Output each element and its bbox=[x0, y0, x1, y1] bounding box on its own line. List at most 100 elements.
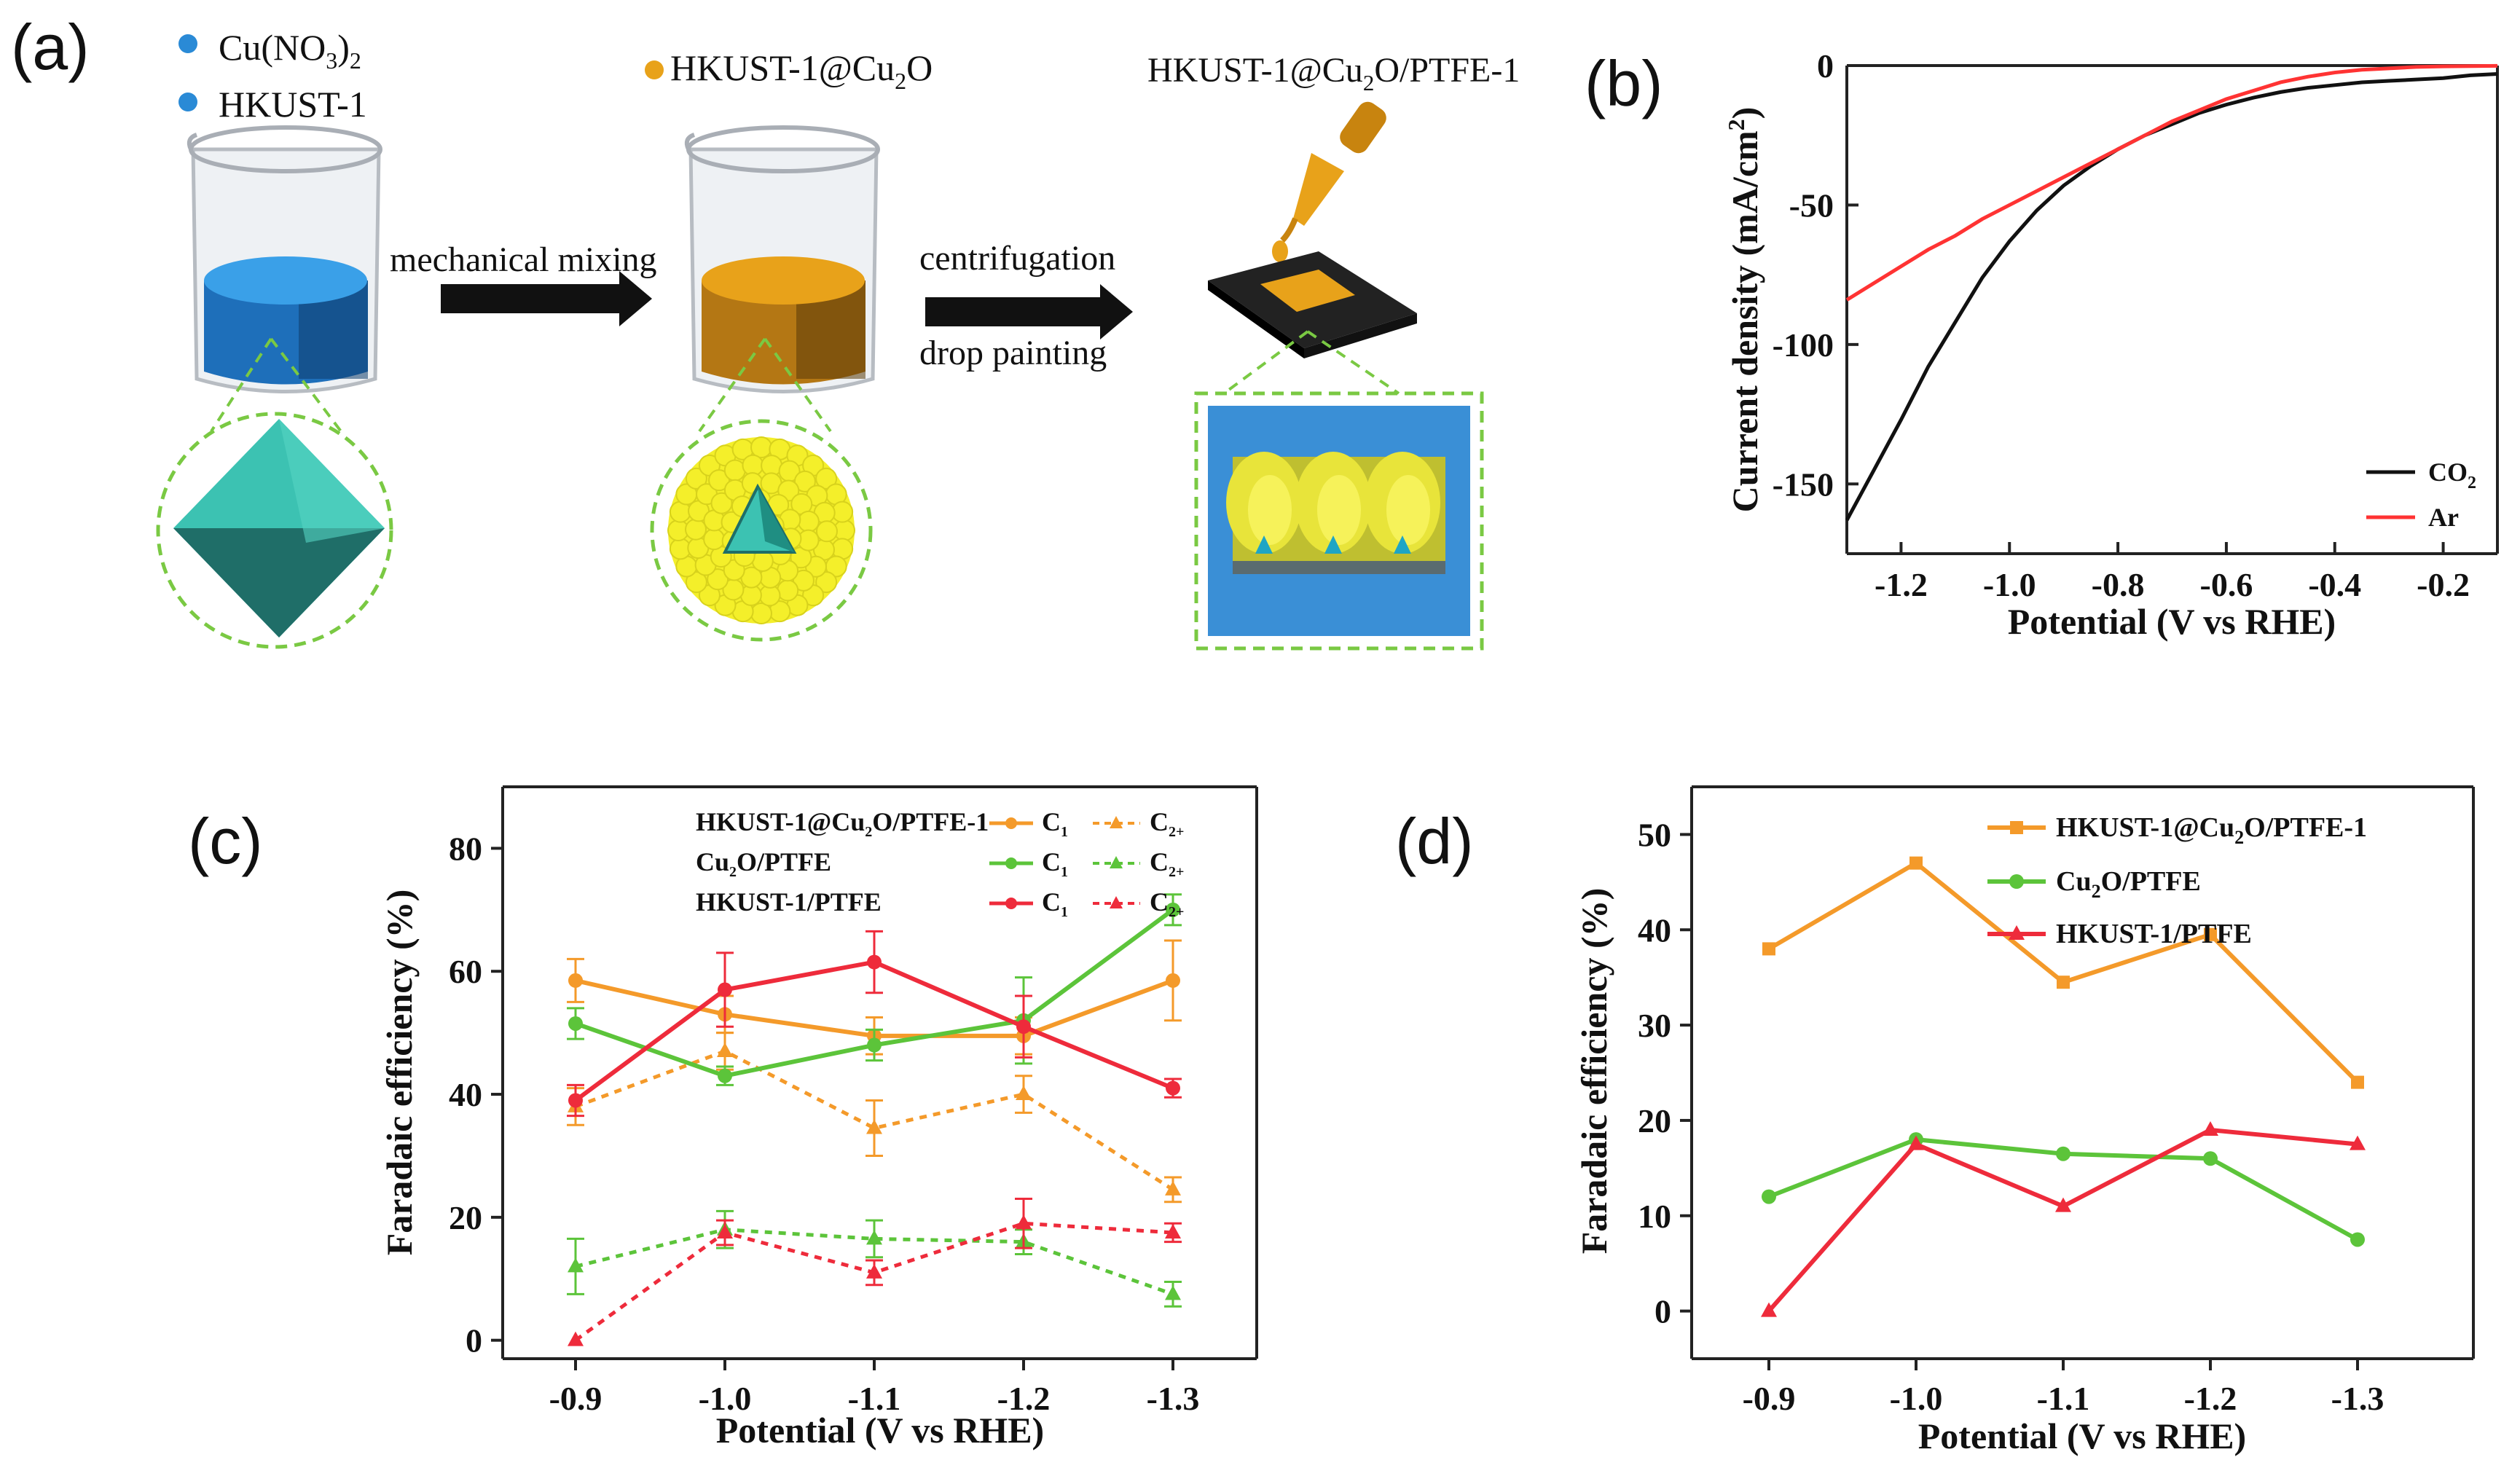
panel-d-label: (d) bbox=[1395, 805, 1474, 877]
panel-c-label: (c) bbox=[188, 805, 263, 877]
c-point bbox=[866, 1263, 882, 1279]
c-ytick-label: 80 bbox=[449, 830, 482, 867]
d-ytick-label: 0 bbox=[1655, 1293, 1671, 1330]
d-point bbox=[2351, 1075, 2364, 1089]
b-ytick-label: -150 bbox=[1773, 466, 1834, 503]
zoom-line-2b bbox=[764, 337, 832, 433]
d-legend-marker bbox=[2010, 821, 2023, 834]
d-ytick-label: 30 bbox=[1638, 1007, 1671, 1044]
zoom-box-3 bbox=[1194, 391, 1484, 651]
c-xtick-label: -0.9 bbox=[549, 1380, 602, 1417]
shell-bead bbox=[750, 602, 772, 624]
panel-b-label: (b) bbox=[1585, 47, 1663, 119]
b-xlabel: Potential (V vs RHE) bbox=[2008, 601, 2336, 642]
c-ytick-label: 0 bbox=[466, 1322, 482, 1359]
d-xtick-label: -1.2 bbox=[2184, 1380, 2237, 1417]
octahedron-crystal-icon bbox=[173, 419, 385, 637]
c-point bbox=[1166, 973, 1180, 988]
c-point bbox=[867, 1037, 882, 1053]
c-legend-c2-1: C2+ bbox=[1150, 807, 1184, 840]
c-point bbox=[1166, 1080, 1180, 1096]
shell-bead bbox=[777, 579, 799, 602]
substrate-strip bbox=[1233, 561, 1445, 574]
b-xtick-label: -1.2 bbox=[1875, 566, 1928, 603]
d-ylabel: Faradaic efficiency (%) bbox=[1574, 888, 1614, 1255]
b-ytick-label: -100 bbox=[1773, 326, 1834, 364]
b-ylabel: Current density (mA/cm2) bbox=[1723, 107, 1765, 513]
shell-bead bbox=[797, 510, 820, 533]
c-legend-marker-c2 bbox=[1110, 896, 1123, 908]
d-ytick-label: 10 bbox=[1638, 1198, 1671, 1235]
b-legend-co2-label: CO2 bbox=[2428, 458, 2476, 492]
c-point bbox=[867, 954, 882, 970]
d-point bbox=[1762, 942, 1775, 956]
c-point bbox=[568, 1331, 584, 1346]
d-point bbox=[1761, 1302, 1777, 1317]
c-legend-c1-3: C1 bbox=[1042, 887, 1068, 920]
c-point bbox=[1165, 1180, 1181, 1196]
d-point bbox=[2057, 976, 2070, 989]
b-ytick-label: -50 bbox=[1789, 187, 1834, 224]
catalyst-cluster-highlight bbox=[1248, 475, 1292, 545]
step-drop-painting-label: drop painting bbox=[919, 334, 1107, 372]
c-ytick-label: 20 bbox=[449, 1199, 482, 1236]
c-legend-c1-2: C1 bbox=[1042, 847, 1068, 880]
panel-c-chart: (c) -0.9 -1.0 -1.1 -1.2 -1.3 0 20 40 60 80 Potent… bbox=[188, 785, 1258, 1451]
shell-bead bbox=[685, 518, 707, 541]
c-point bbox=[568, 1257, 584, 1273]
cu-nitrate-dot-icon bbox=[178, 34, 197, 53]
panel-d-chart: (d) -0.9 -1.0 -1.1 -1.2 -1.3 0 10 20 30 40 50 Pote… bbox=[1395, 785, 2475, 1456]
hkust-dot-icon bbox=[178, 93, 197, 111]
shell-bead bbox=[792, 569, 815, 592]
d-legend-label-1: HKUST-1@Cu2O/PTFE-1 bbox=[2056, 812, 2367, 848]
catalyst-core bbox=[1394, 535, 1411, 554]
c-point bbox=[1166, 902, 1180, 917]
d-point bbox=[1908, 1135, 1924, 1150]
d-ytick-label: 20 bbox=[1638, 1102, 1671, 1139]
c-legend-c2-3: C2+ bbox=[1150, 887, 1184, 920]
b-xtick-label: -1.0 bbox=[1983, 566, 2036, 603]
b-xtick-label: -0.2 bbox=[2417, 566, 2470, 603]
c-legend-marker-c1 bbox=[1005, 817, 1017, 829]
d-ytick-label: 40 bbox=[1638, 911, 1671, 949]
c-point bbox=[568, 973, 583, 988]
composite-dot-icon bbox=[645, 60, 664, 79]
beaker-1-icon bbox=[187, 125, 382, 393]
catalyst-core bbox=[1324, 535, 1342, 554]
c-legend-marker-c1 bbox=[1005, 857, 1017, 869]
d-legend-marker bbox=[2009, 925, 2025, 940]
catalyst-layer-micrograph-icon bbox=[1208, 406, 1470, 636]
shell-bead bbox=[708, 469, 731, 492]
d-legend-marker bbox=[2009, 874, 2024, 889]
b-series-co2-line bbox=[1845, 71, 2498, 522]
shell-bead bbox=[815, 467, 838, 490]
d-point bbox=[2350, 1135, 2366, 1150]
c-point bbox=[717, 1042, 733, 1057]
core-shell-particle-icon bbox=[667, 436, 855, 624]
d-ytick-label: 50 bbox=[1638, 816, 1671, 853]
zoom-line-3b bbox=[1306, 330, 1400, 395]
panel-a-schematic: (a) Cu(NO3)2 HKUST-1 mechanical mixing bbox=[11, 11, 1520, 651]
c-xtick-label: -1.1 bbox=[848, 1380, 901, 1417]
c-point bbox=[718, 982, 732, 997]
electrode-label: HKUST-1@Cu2O/PTFE-1 bbox=[1147, 51, 1520, 95]
c-point bbox=[866, 1119, 882, 1134]
c-xlabel: Potential (V vs RHE) bbox=[716, 1410, 1044, 1451]
shell-bead bbox=[815, 571, 838, 594]
b-ytick-label: 0 bbox=[1817, 47, 1834, 85]
reagent-cu-nitrate-label: Cu(NO3)2 bbox=[219, 27, 361, 74]
c-point bbox=[1016, 1214, 1032, 1230]
c-point bbox=[717, 1223, 733, 1238]
d-legend-label-2: Cu2O/PTFE bbox=[2056, 866, 2201, 902]
shell-bead bbox=[751, 549, 774, 572]
c-ytick-label: 60 bbox=[449, 953, 482, 990]
ptfe-electrode-icon bbox=[1208, 251, 1417, 358]
arrow-2-icon bbox=[925, 284, 1133, 339]
c-point bbox=[1016, 1086, 1032, 1101]
c-point bbox=[1165, 1223, 1181, 1238]
c-ytick-label: 40 bbox=[449, 1076, 482, 1113]
b-xtick-label: -0.4 bbox=[2308, 566, 2361, 603]
d-point bbox=[2204, 927, 2217, 941]
d-xtick-label: -1.1 bbox=[2037, 1380, 2090, 1417]
zoom-circle-2 bbox=[650, 419, 873, 642]
